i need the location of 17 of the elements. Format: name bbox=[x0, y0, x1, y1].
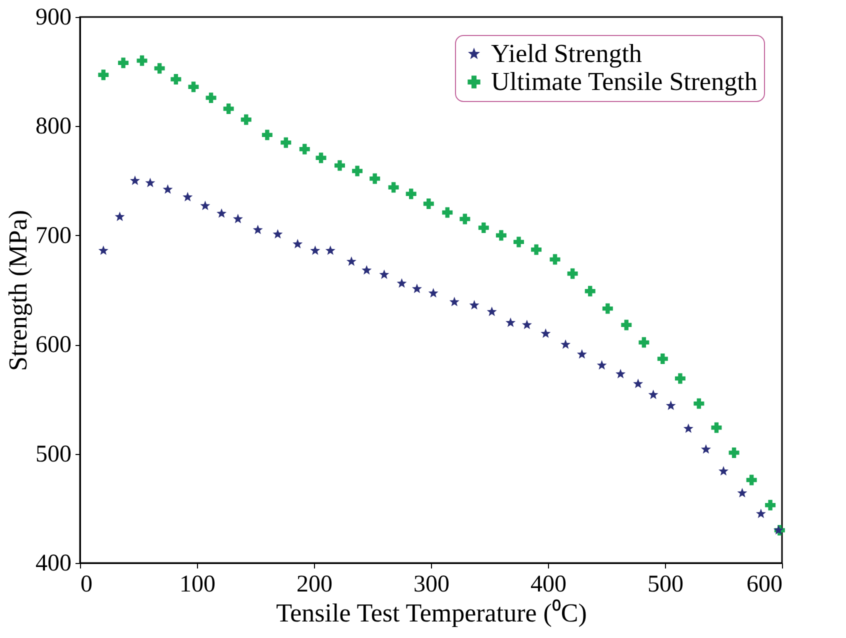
y-tick-label: 600 bbox=[36, 332, 72, 358]
legend-label: Ultimate Tensile Strength bbox=[491, 67, 758, 96]
y-tick-label: 900 bbox=[36, 4, 72, 30]
x-tick-label: 0 bbox=[80, 572, 92, 598]
x-tick-label: 400 bbox=[530, 572, 566, 598]
legend-label: Yield Strength bbox=[491, 39, 642, 68]
y-axis-title: Strength (MPa) bbox=[4, 210, 32, 372]
x-tick-label: 100 bbox=[180, 572, 216, 598]
y-tick-label: 700 bbox=[36, 222, 72, 249]
x-tick-label: 300 bbox=[414, 572, 450, 598]
x-tick-label: 500 bbox=[648, 572, 684, 598]
x-axis-title: Tensile Test Temperature (⁰C) bbox=[276, 598, 587, 628]
y-tick-label: 400 bbox=[36, 550, 72, 576]
y-tick-label: 800 bbox=[36, 114, 72, 140]
y-tick-label: 500 bbox=[36, 441, 72, 468]
x-tick-label: 200 bbox=[296, 572, 332, 598]
x-tick-label: 600 bbox=[746, 572, 782, 598]
